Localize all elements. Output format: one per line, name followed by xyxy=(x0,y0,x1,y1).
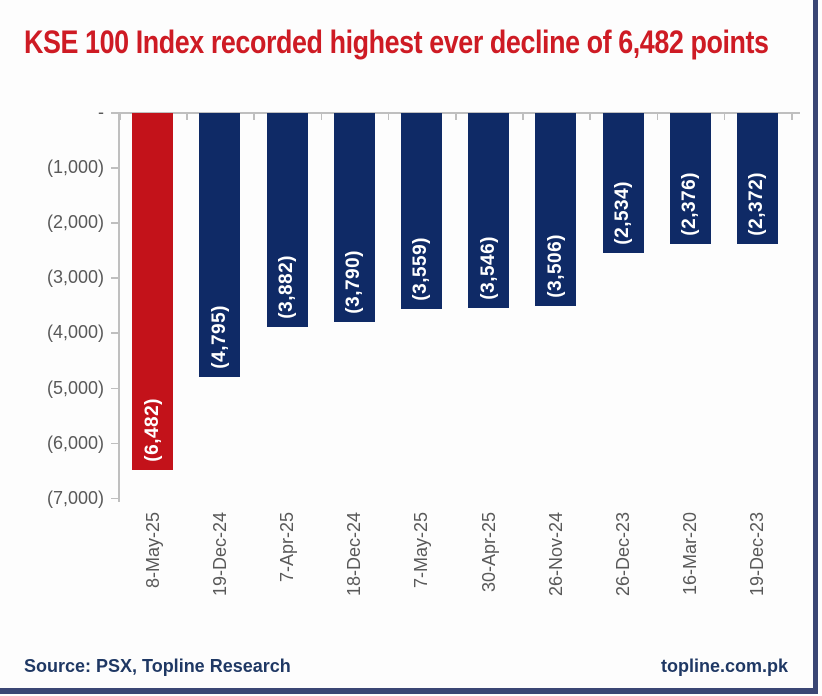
website-link[interactable]: topline.com.pk xyxy=(660,656,788,676)
y-axis-tick xyxy=(111,387,118,389)
y-axis-tick xyxy=(111,277,118,279)
bar-19-dec-23: (2,372) xyxy=(736,113,778,244)
x-axis-tick xyxy=(186,112,188,120)
y-axis-tick xyxy=(111,222,118,224)
bar-value-label: (2,372) xyxy=(746,172,768,236)
y-axis-tick-label: (3,000) xyxy=(46,267,104,288)
bar-7-may-25: (3,559) xyxy=(400,113,442,309)
y-axis-tick xyxy=(111,332,118,334)
x-axis-category-label: 19-Dec-23 xyxy=(747,512,768,597)
x-axis-tick xyxy=(522,112,524,120)
bar-26-nov-24: (3,506) xyxy=(535,113,577,306)
slide-border-bottom xyxy=(0,688,818,694)
x-axis-tick xyxy=(589,112,591,120)
x-axis-category-label: 26-Dec-23 xyxy=(613,512,633,597)
x-axis-category-label: 26-Nov-24 xyxy=(545,512,566,597)
y-axis-tick-label: (5,000) xyxy=(46,377,104,398)
x-axis-tick xyxy=(119,112,121,120)
source-text: Source: PSX, Topline Research xyxy=(24,656,291,676)
x-axis-tick xyxy=(455,112,457,120)
y-axis-tick-label: (2,000) xyxy=(46,212,104,233)
x-axis-tick xyxy=(791,112,793,120)
y-axis-tick-label: (6,000) xyxy=(46,432,104,453)
x-axis-category-label: 7-Apr-25 xyxy=(277,512,297,583)
bar-value-label: (3,559) xyxy=(410,237,432,301)
bar-19-dec-24: (4,795) xyxy=(199,113,241,377)
bar-16-mar-20: (2,376) xyxy=(669,113,711,244)
bar-value-label: (4,795) xyxy=(208,305,230,369)
slide-border-right xyxy=(813,0,818,694)
y-axis-tick xyxy=(111,497,118,500)
x-axis-category-label: 8-May-25 xyxy=(142,512,163,589)
y-axis-tick xyxy=(111,442,118,445)
bar-value-label: (6,482) xyxy=(141,398,163,462)
bar-7-apr-25: (3,882) xyxy=(266,113,308,327)
y-axis-tick xyxy=(111,167,118,169)
bar-value-label: (3,506) xyxy=(544,234,566,298)
y-axis-tick-label: (7,000) xyxy=(46,487,104,508)
bar-value-label: (2,376) xyxy=(679,172,701,236)
y-axis-tick xyxy=(111,112,118,114)
bar-8-may-25: (6,482) xyxy=(132,113,174,470)
x-axis-category-label: 7-May-25 xyxy=(411,512,432,589)
bar-value-label: (3,882) xyxy=(276,255,297,319)
chart-title: KSE 100 Index recorded highest ever decl… xyxy=(24,24,769,60)
y-axis-tick-label: (4,000) xyxy=(46,322,104,343)
y-axis-tick-label: (1,000) xyxy=(46,157,104,178)
x-axis-tick xyxy=(387,112,390,120)
x-axis-zero-line xyxy=(118,112,800,114)
y-axis-line xyxy=(118,112,120,502)
x-axis-category-label: 16-Mar-20 xyxy=(680,512,701,596)
bar-18-dec-24: (3,790) xyxy=(333,113,375,322)
x-axis-tick xyxy=(320,112,323,120)
bar-value-label: (2,534) xyxy=(612,181,633,245)
x-axis-tick xyxy=(723,112,726,120)
x-axis-category-label: 19-Dec-24 xyxy=(209,512,230,597)
footer: Source: PSX, Topline Research topline.co… xyxy=(24,656,788,677)
bar-26-dec-23: (2,534) xyxy=(602,113,644,253)
x-axis-tick xyxy=(656,112,659,120)
bar-value-label: (3,546) xyxy=(477,236,499,300)
x-axis-tick xyxy=(253,112,255,120)
x-axis-category-label: 30-Apr-25 xyxy=(478,512,499,593)
y-axis-tick-label: - xyxy=(98,102,104,122)
bar-value-label: (3,790) xyxy=(343,250,365,314)
x-axis-category-label: 18-Dec-24 xyxy=(344,512,365,597)
bar-30-apr-25: (3,546) xyxy=(468,113,510,308)
